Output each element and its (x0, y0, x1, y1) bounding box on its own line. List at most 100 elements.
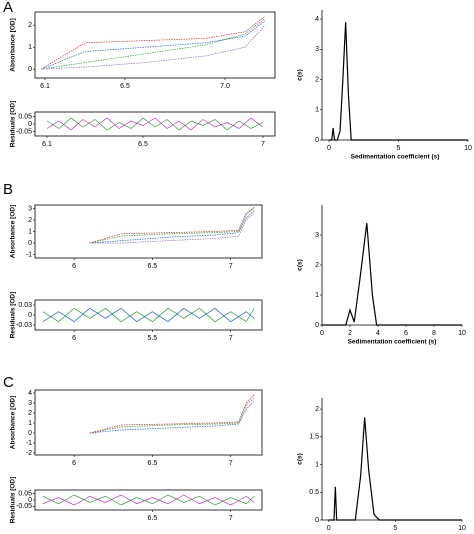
y-tick-label: 0 (28, 312, 32, 319)
y-axis-label: Absorbance [OD] (10, 205, 17, 258)
plot-frame (34, 489, 263, 511)
x-tick-label: 5.5 (148, 335, 158, 342)
plot-frame (34, 299, 263, 331)
y-tick-label: 0 (28, 497, 32, 504)
y-tick-label: 0 (28, 430, 32, 437)
x-tick-label: 10 (458, 525, 466, 532)
y-tick-label: 0.03 (18, 302, 32, 309)
x-tick-label: 8 (432, 330, 436, 337)
y-tick-label: -0.05 (16, 503, 32, 510)
x-tick-label: 6 (404, 330, 408, 337)
y-tick-label: 1.5 (309, 434, 319, 441)
plot-frame (34, 204, 263, 259)
y-tick-label: 0 (315, 517, 319, 524)
plot-frame (34, 111, 276, 137)
y-tick-label: -2 (26, 450, 32, 457)
x-tick-label: 5 (393, 525, 397, 532)
y-tick-label: 0.05 (18, 113, 32, 120)
scan-line (89, 208, 255, 244)
y-tick-label: 0 (315, 322, 319, 329)
y-tick-label: 2 (315, 406, 319, 413)
y-tick-label: 0.05 (18, 491, 32, 498)
x-tick-label: 6.5 (148, 460, 158, 467)
x-tick-label: 0 (320, 330, 324, 337)
residual-line (42, 494, 255, 506)
y-tick-label: 1 (28, 420, 32, 427)
x-tick-label: 4 (376, 330, 380, 337)
y-axis-label: Residuals [OD] (10, 101, 17, 148)
y-tick-label: 3 (315, 232, 319, 239)
distribution-line (322, 222, 462, 326)
x-axis-label: Sedimentation coefficient (s) (351, 154, 440, 161)
x-tick-label: 6.1 (42, 141, 52, 148)
x-tick-label: 6.1 (40, 83, 50, 90)
panel-label: C (3, 374, 14, 391)
x-tick-label: 2 (348, 330, 352, 337)
y-tick-label: 1 (315, 107, 319, 114)
distribution-line (328, 417, 462, 521)
y-tick-label: 4 (315, 16, 319, 23)
x-tick-label: 6 (72, 263, 76, 270)
y-tick-label: 0 (28, 121, 32, 128)
y-tick-label: 2 (28, 22, 32, 29)
y-tick-label: 2 (28, 410, 32, 417)
distribution-line (328, 22, 468, 141)
x-tick-label: 6.5 (138, 141, 148, 148)
scan-line (40, 24, 266, 70)
panel-label: A (3, 0, 13, 16)
y-tick-label: 2 (315, 262, 319, 269)
y-tick-label: 1 (315, 461, 319, 468)
y-tick-label: -1 (26, 440, 32, 447)
x-tick-label: 6 (72, 335, 76, 342)
x-tick-label: 6.5 (148, 515, 158, 522)
x-tick-label: 6.5 (120, 83, 130, 90)
y-tick-label: 3 (315, 46, 319, 53)
residual-line (42, 494, 255, 506)
x-tick-label: 5 (397, 145, 401, 152)
y-tick-label: -0.05 (16, 128, 32, 135)
plot-frame (34, 389, 263, 456)
x-tick-label: 7.0 (220, 83, 230, 90)
x-tick-label: 10 (458, 330, 466, 337)
y-tick-label: -1 (26, 251, 32, 258)
scan-line (89, 212, 255, 244)
y-axis-label: Residuals [OD] (10, 292, 17, 339)
scan-line (89, 207, 255, 244)
x-tick-label: 10 (464, 145, 472, 152)
y-tick-label: 0 (28, 240, 32, 247)
plot-frame (34, 11, 276, 79)
scan-line (89, 210, 255, 244)
x-axis-label: Sedimentation coefficient (s) (348, 339, 437, 346)
scan-line (40, 16, 266, 70)
scan-line (89, 400, 255, 434)
panel-label: B (3, 181, 13, 198)
scan-line (89, 397, 255, 434)
scan-line (40, 20, 266, 70)
residual-line (42, 307, 255, 323)
scan-line (40, 18, 266, 70)
x-tick-label: 7 (261, 141, 265, 148)
y-tick-label: 1 (28, 44, 32, 51)
x-tick-label: 6.5 (148, 263, 158, 270)
y-tick-label: 2 (315, 76, 319, 83)
y-tick-label: 3 (28, 205, 32, 212)
y-axis-label: Absorbance [OD] (10, 396, 17, 449)
y-tick-label: 1 (315, 292, 319, 299)
x-tick-label: 0 (327, 525, 331, 532)
y-tick-label: 0 (315, 137, 319, 144)
y-axis-label: c(s) (297, 259, 304, 271)
y-tick-label: -0.03 (16, 322, 32, 329)
x-tick-label: 7 (229, 515, 233, 522)
x-tick-label: 7 (229, 263, 233, 270)
y-axis-label: c(s) (297, 453, 304, 465)
residual-line (42, 307, 255, 323)
y-tick-label: 1 (28, 228, 32, 235)
residual-line (46, 117, 264, 131)
y-axis-label: c(s) (297, 69, 304, 81)
residual-line (46, 117, 264, 131)
y-axis-label: Absorbance [OD] (10, 18, 17, 71)
x-tick-label: 0 (327, 145, 331, 152)
y-axis-label: Residuals [OD] (10, 477, 17, 524)
x-tick-label: 7 (229, 335, 233, 342)
